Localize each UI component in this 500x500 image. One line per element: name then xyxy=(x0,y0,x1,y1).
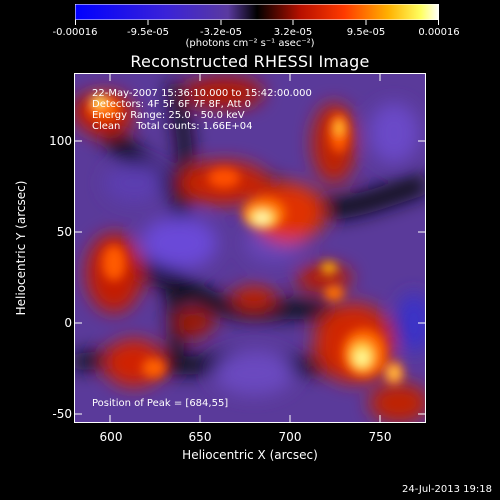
detectors-label: Detectors: 4F 5F 6F 7F 8F, Att 0 xyxy=(92,99,252,110)
colorbar-tick: -0.00016 xyxy=(52,27,98,38)
y-tick-label: 100 xyxy=(49,134,72,148)
y-axis-label: Heliocentric Y (arcsec) xyxy=(14,180,28,316)
colorbar-tick: 0.00016 xyxy=(418,27,460,38)
peak-position-label: Position of Peak = [684,55] xyxy=(92,398,229,409)
colorbar-tick: -9.5e-05 xyxy=(127,27,169,38)
y-tick-label: 50 xyxy=(56,225,72,239)
image-title: Reconstructed RHESSI Image xyxy=(130,52,370,71)
x-tick-label: 650 xyxy=(188,430,212,444)
colorbar xyxy=(75,4,439,20)
x-tick-label: 750 xyxy=(368,430,392,444)
timestamp: 24-Jul-2013 19:18 xyxy=(401,484,492,495)
method-counts-label: Clean Total counts: 1.66E+04 xyxy=(92,121,253,132)
y-tick-label: -50 xyxy=(52,407,72,421)
x-axis-label: Heliocentric X (arcsec) xyxy=(182,448,318,462)
colorbar-tick: 9.5e-05 xyxy=(346,27,386,38)
x-tick-label: 700 xyxy=(278,430,302,444)
time-range-label: 22-May-2007 15:36:10.000 to 15:42:00.000 xyxy=(92,88,312,99)
colorbar-tick: 3.2e-05 xyxy=(273,27,313,38)
rhessi-image xyxy=(74,73,426,423)
energy-range-label: Energy Range: 25.0 - 50.0 keV xyxy=(92,110,245,121)
colorbar-tick: -3.2e-05 xyxy=(200,27,242,38)
colorbar-ticks xyxy=(75,20,439,25)
y-tick-label: 0 xyxy=(64,316,72,330)
colorbar-units: (photons cm⁻² s⁻¹ asec⁻²) xyxy=(185,38,315,49)
x-tick-label: 600 xyxy=(99,430,123,444)
